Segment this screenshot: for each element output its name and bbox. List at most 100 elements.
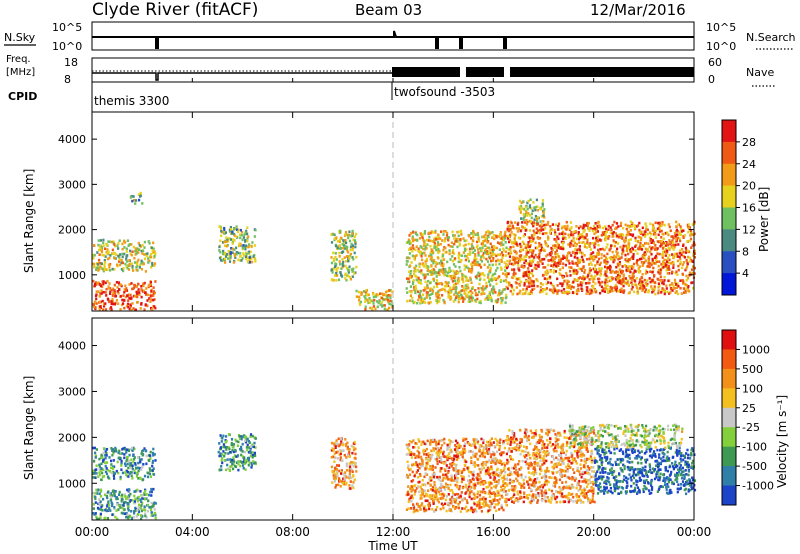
echo-cell bbox=[488, 495, 492, 498]
echo-cell bbox=[667, 223, 670, 226]
echo-cell bbox=[335, 258, 338, 261]
echo-cell bbox=[521, 221, 524, 224]
echo-cell bbox=[446, 448, 449, 451]
echo-cell bbox=[438, 249, 441, 253]
echo-cell bbox=[486, 252, 489, 256]
echo-cell bbox=[572, 240, 575, 243]
echo-cell bbox=[353, 235, 356, 238]
echo-cell bbox=[575, 289, 578, 292]
echo-cell bbox=[438, 269, 441, 273]
echo-cell bbox=[449, 258, 452, 261]
echo-cell bbox=[611, 277, 614, 281]
echo-cell bbox=[537, 257, 541, 260]
echo-cell bbox=[346, 447, 349, 451]
echo-cell bbox=[103, 259, 106, 262]
echo-cell bbox=[500, 237, 503, 240]
echo-cell bbox=[463, 289, 466, 292]
echo-cell bbox=[152, 298, 155, 302]
echo-cell bbox=[530, 216, 533, 220]
echo-cell bbox=[469, 289, 472, 293]
echo-cell bbox=[332, 477, 336, 480]
echo-cell bbox=[127, 299, 130, 302]
echo-cell bbox=[232, 467, 235, 471]
echo-cell bbox=[224, 452, 227, 455]
echo-cell bbox=[121, 298, 124, 302]
echo-cell bbox=[500, 268, 503, 271]
echo-cell bbox=[220, 440, 223, 443]
echo-cell bbox=[353, 478, 356, 481]
echo-cell bbox=[151, 512, 154, 516]
echo-cell bbox=[475, 263, 478, 266]
echo-cell bbox=[638, 287, 641, 290]
echo-cell bbox=[591, 227, 594, 231]
echo-cell bbox=[616, 234, 619, 238]
echo-cell bbox=[102, 468, 105, 471]
echo-cell bbox=[558, 232, 561, 236]
echo-cell bbox=[416, 463, 419, 467]
echo-cell bbox=[253, 235, 256, 238]
echo-cell bbox=[142, 249, 145, 252]
echo-cell bbox=[125, 459, 128, 463]
echo-cell bbox=[332, 474, 335, 477]
echo-cell bbox=[446, 271, 450, 274]
echo-cell bbox=[670, 245, 673, 249]
echo-cell bbox=[106, 503, 109, 507]
echo-cell bbox=[126, 495, 129, 499]
echo-cell bbox=[631, 274, 634, 278]
echo-cell bbox=[254, 461, 257, 464]
echo-cell bbox=[499, 231, 502, 234]
echo-cell bbox=[514, 272, 517, 275]
echo-cell bbox=[103, 304, 106, 308]
echo-cell bbox=[146, 475, 150, 479]
echo-cell bbox=[597, 243, 600, 247]
echo-cell bbox=[633, 224, 636, 227]
echo-cell bbox=[583, 254, 586, 257]
echo-cell bbox=[686, 240, 689, 243]
echo-cell bbox=[458, 451, 461, 454]
echo-cell bbox=[620, 271, 623, 275]
echo-cell bbox=[497, 474, 500, 477]
echo-cell bbox=[339, 271, 342, 274]
echo-cell bbox=[579, 276, 582, 279]
echo-cell bbox=[108, 507, 111, 510]
echo-cell bbox=[151, 294, 154, 297]
echo-cell bbox=[147, 458, 150, 462]
echo-cell bbox=[125, 451, 128, 454]
echo-cell bbox=[535, 198, 538, 202]
echo-cell bbox=[463, 438, 466, 441]
echo-cell bbox=[123, 291, 126, 294]
echo-cell bbox=[428, 235, 431, 239]
echo-cell bbox=[354, 242, 357, 246]
echo-cell bbox=[446, 260, 449, 264]
echo-cell bbox=[583, 271, 586, 274]
echo-cell bbox=[450, 241, 453, 244]
echo-cell bbox=[593, 277, 596, 281]
echo-cell bbox=[552, 244, 555, 248]
echo-cell bbox=[225, 240, 228, 243]
echo-cell bbox=[492, 273, 495, 276]
echo-cell bbox=[498, 262, 501, 266]
echo-cell bbox=[445, 283, 448, 286]
echo-cell bbox=[482, 251, 485, 255]
echo-cell bbox=[664, 242, 667, 245]
echo-cell bbox=[617, 242, 620, 245]
echo-cell bbox=[478, 301, 481, 304]
echo-cell bbox=[147, 499, 150, 503]
echo-cell bbox=[652, 225, 655, 228]
echo-cell bbox=[434, 447, 437, 451]
echo-cell bbox=[522, 200, 525, 204]
echo-cell bbox=[472, 229, 475, 233]
echo-cell bbox=[412, 507, 415, 511]
echo-cell bbox=[429, 253, 432, 256]
echo-cell bbox=[591, 291, 594, 294]
echo-cell bbox=[411, 237, 414, 241]
echo-cell bbox=[631, 246, 634, 250]
echo-cell bbox=[117, 247, 120, 250]
echo-cell bbox=[560, 289, 563, 293]
echo-cell bbox=[506, 221, 509, 225]
echo-cell bbox=[97, 290, 100, 293]
echo-cell bbox=[229, 450, 232, 454]
echo-cell bbox=[535, 231, 538, 235]
echo-cell bbox=[133, 295, 137, 298]
echo-cell bbox=[502, 243, 505, 247]
